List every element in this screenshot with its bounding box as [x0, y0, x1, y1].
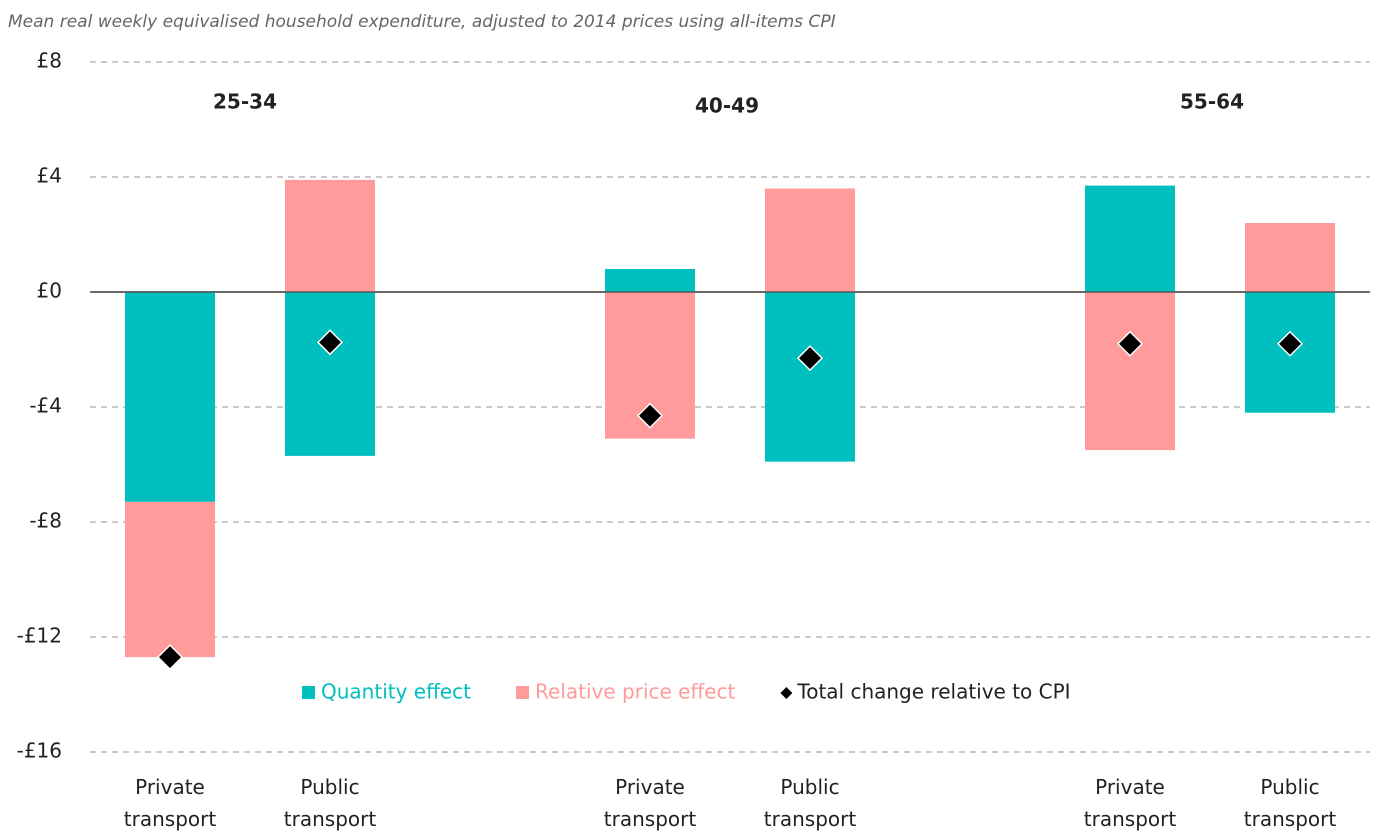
x-tick-label-line: Public: [780, 775, 839, 799]
y-tick-label: -£4: [29, 394, 62, 418]
bar: [285, 179, 375, 292]
x-tick-label: Private transport: [1084, 775, 1177, 831]
x-tick-label: Private transport: [604, 775, 697, 831]
total-marker: [636, 402, 664, 429]
legend-marker: [780, 687, 793, 699]
bar: [605, 269, 695, 292]
x-tick-label-line: transport: [604, 807, 697, 831]
bar: [765, 188, 855, 292]
x-tick-label-line: transport: [284, 807, 377, 831]
bar: [1245, 223, 1335, 292]
x-tick-label-line: Private: [1095, 775, 1165, 799]
bar: [1085, 292, 1175, 451]
x-tick-label: Private transport: [124, 775, 217, 831]
x-tick-label-line: transport: [1244, 807, 1337, 831]
x-tick-label: Public transport: [764, 775, 857, 831]
legend-label: Relative price effect: [535, 680, 736, 704]
legend-label: Quantity effect: [321, 680, 471, 704]
y-tick-label: £8: [37, 49, 62, 73]
total-marker: [156, 644, 184, 671]
legend-label: Total change relative to CPI: [796, 680, 1070, 704]
x-tick-label-line: transport: [764, 807, 857, 831]
x-tick-label-line: Public: [300, 775, 359, 799]
total-marker: [796, 345, 824, 372]
group-label: 40-49: [695, 94, 759, 118]
legend-swatch: [302, 686, 315, 699]
x-tick-label-line: Private: [135, 775, 205, 799]
total-marker: [316, 329, 344, 356]
total-marker: [1276, 330, 1304, 357]
y-tick-label: -£16: [17, 739, 62, 763]
legend-swatch: [516, 686, 530, 699]
x-tick-label: Public transport: [1244, 775, 1337, 831]
x-tick-label-line: Private: [615, 775, 685, 799]
group-label: 55-64: [1180, 90, 1244, 114]
y-tick-label: £0: [37, 279, 62, 303]
y-tick-label: -£12: [17, 624, 62, 648]
x-tick-label: Public transport: [284, 775, 377, 831]
y-tick-label: -£8: [29, 509, 62, 533]
x-tick-label-line: transport: [124, 807, 217, 831]
bar: [125, 292, 215, 502]
bar: [125, 501, 215, 658]
x-tick-label-line: Public: [1260, 775, 1319, 799]
x-tick-label-line: transport: [1084, 807, 1177, 831]
group-label: 25-34: [213, 90, 277, 114]
chart-subtitle: Mean real weekly equivalised household e…: [8, 12, 836, 32]
bar: [765, 292, 855, 462]
total-marker: [1116, 330, 1144, 357]
y-tick-label: £4: [37, 164, 62, 188]
bar: [1085, 185, 1175, 292]
bar: [285, 292, 375, 456]
